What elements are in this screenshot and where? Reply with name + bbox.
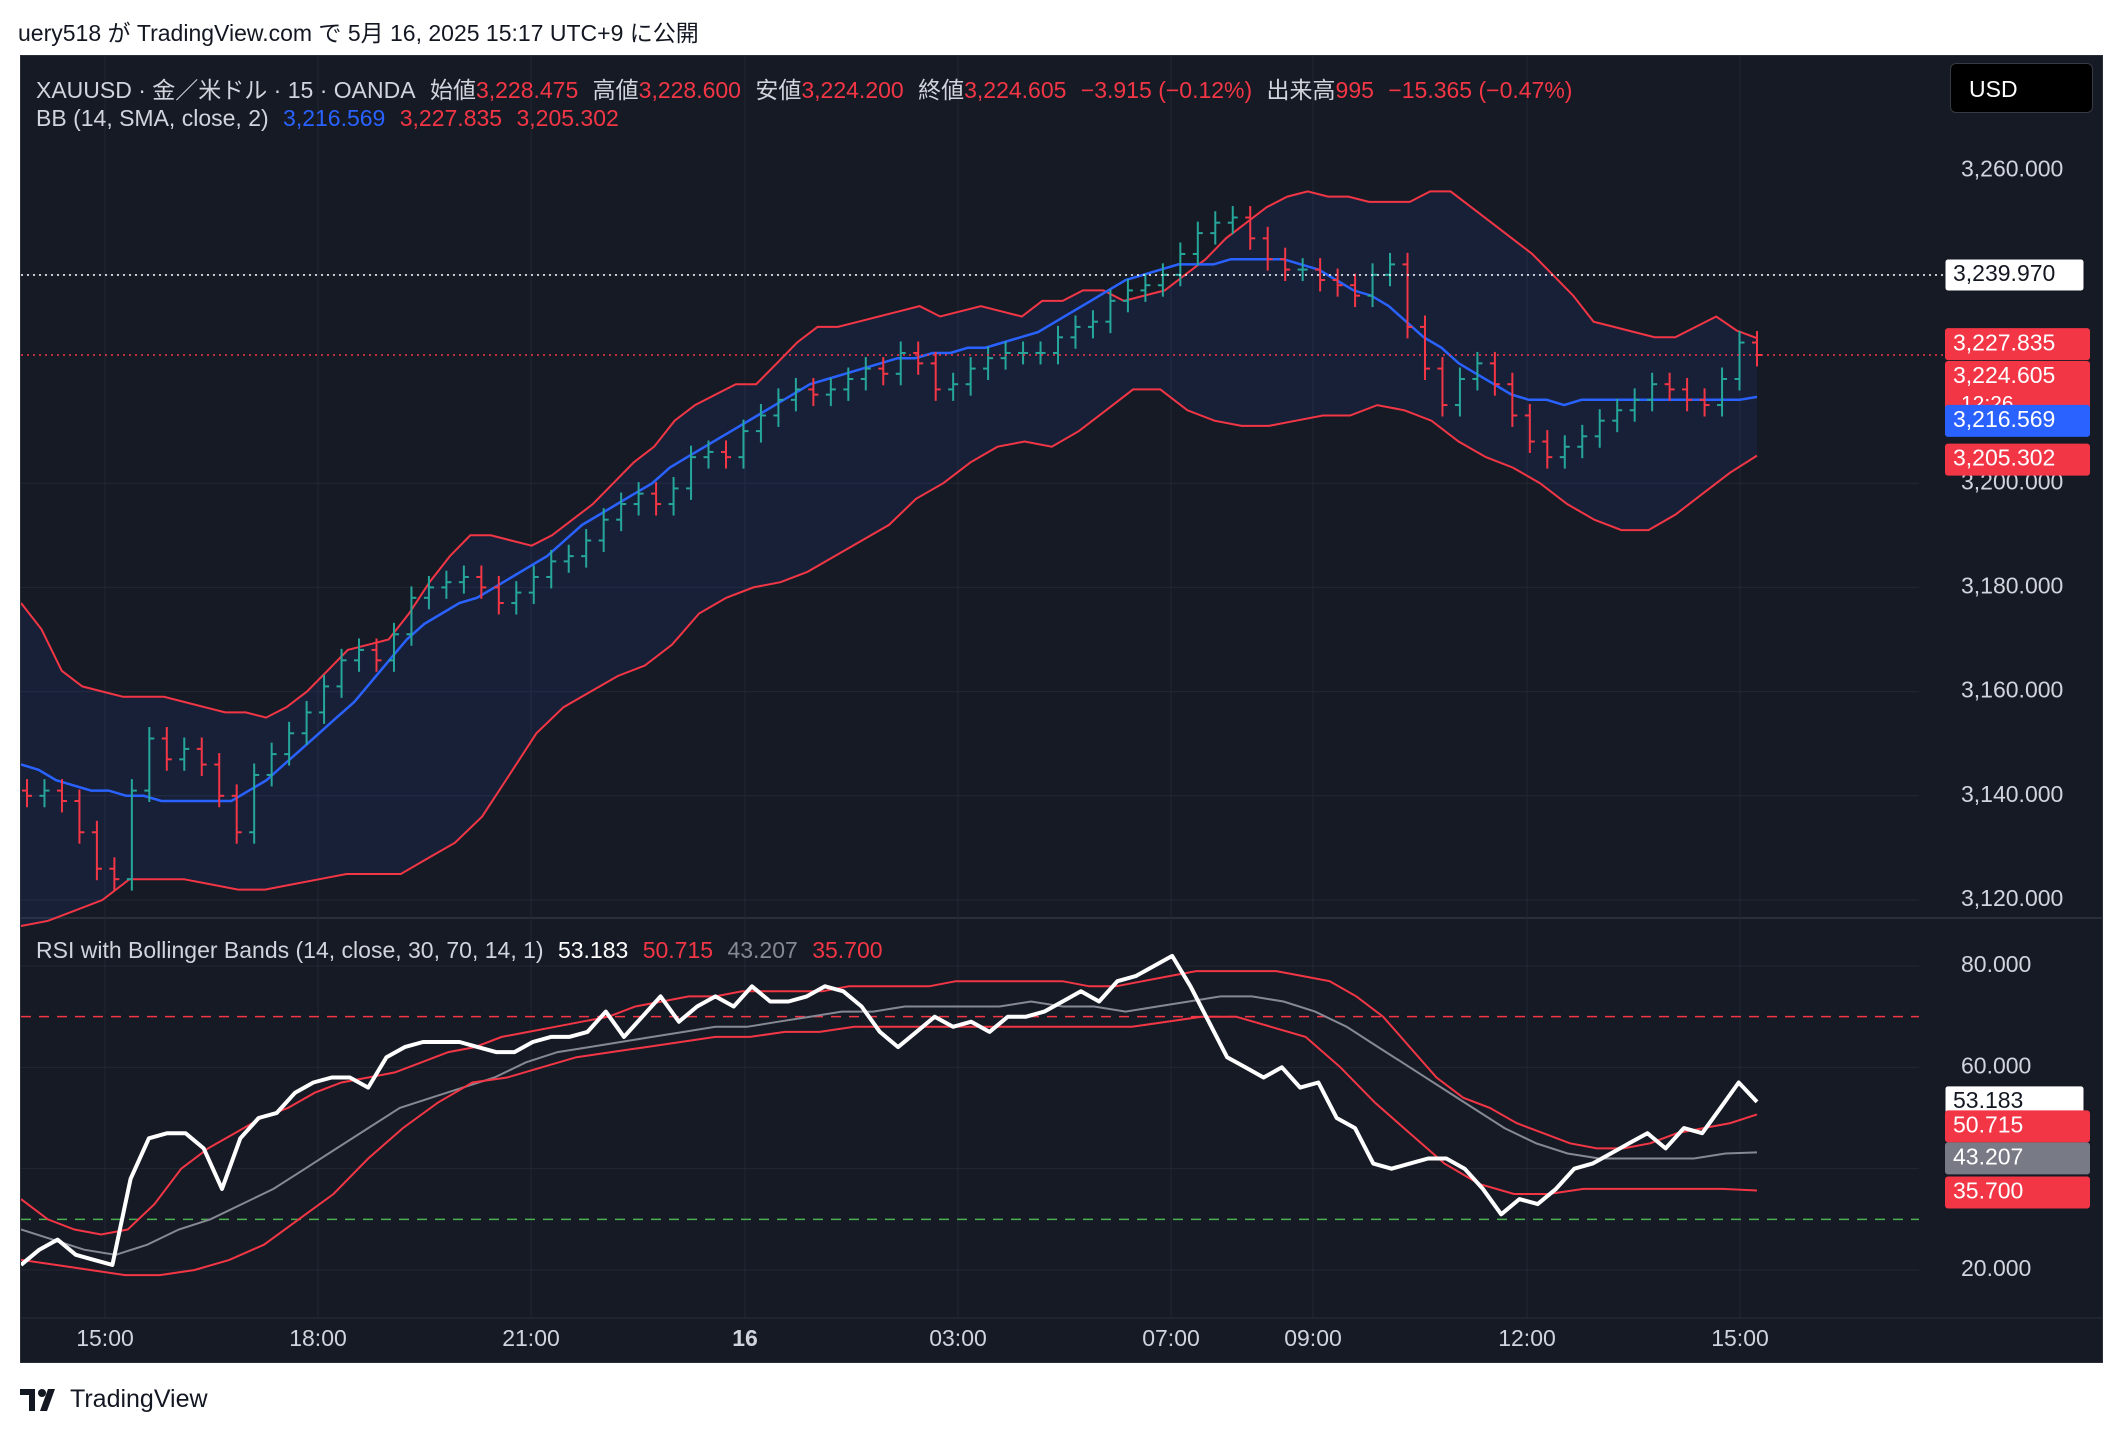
y-tick-label: 3,160.000 — [1961, 677, 2063, 703]
price-label-bb-lower-bg — [1945, 443, 2090, 476]
price-label-bb-basis-bg — [1945, 404, 2090, 437]
bb-basis-line — [21, 257, 1758, 803]
low-label: 安値 — [755, 77, 802, 103]
rsi-bb-upper-line — [21, 970, 1758, 1236]
rsi-y-tick-label: 60.000 — [1961, 1052, 2031, 1078]
close-value: 3,224.605 — [964, 77, 1067, 103]
rsi-label-basis-bg — [1945, 1142, 2090, 1175]
bb-basis-value: 3,216.569 — [283, 105, 386, 131]
high-label: 高値 — [592, 77, 639, 103]
bb-lower-line — [21, 388, 1758, 927]
volume-label: 出来高 — [1266, 77, 1336, 103]
price-label-last: 3,224.605 — [1953, 362, 2055, 388]
bb-upper-value: 3,227.835 — [399, 105, 503, 131]
bb-name[interactable]: BB (14, SMA, close, 2) — [36, 105, 269, 131]
tradingview-logo-icon[interactable] — [20, 1388, 62, 1411]
publish-header: uery518 が TradingView.com で 5月 16, 2025 … — [18, 20, 699, 46]
y-tick-label-partial: 3,260.000 — [1961, 156, 2063, 182]
rsi-bb-basis-line — [21, 995, 1758, 1256]
bb-lower-value: 3,205.302 — [516, 105, 619, 131]
x-tick-label: 07:00 — [1142, 1325, 1200, 1351]
rsi-value: 53.183 — [557, 937, 629, 963]
x-tick-label: 18:00 — [289, 1325, 347, 1351]
price-label-bb-basis: 3,216.569 — [1953, 406, 2055, 432]
rsi-label-upper-bg — [1945, 1110, 2090, 1143]
currency-button[interactable]: USD — [1950, 63, 2093, 113]
rsi-y-tick-label: 80.000 — [1961, 951, 2031, 977]
price-label-bb-upper: 3,227.835 — [1953, 329, 2055, 355]
main-legend: XAUUSD · 金／米ドル · 15 · OANDA 始値3,228.475 … — [36, 71, 1580, 105]
rsi-line — [21, 953, 1759, 1267]
chart-frame[interactable]: 3,200.000 3,180.000 3,160.000 3,140.000 3,12… — [20, 55, 2103, 1363]
x-tick-label: 16 — [732, 1325, 758, 1351]
price-label-high: 3,239.970 — [1953, 260, 2055, 286]
rsi-name[interactable]: RSI with Bollinger Bands (14, close, 30,… — [36, 937, 544, 963]
x-tick-label: 09:00 — [1284, 1325, 1342, 1351]
low-value: 3,224.200 — [801, 77, 904, 103]
price-label-high-bg — [1944, 258, 2085, 292]
change-value: −3.915 (−0.12%) — [1080, 77, 1253, 103]
x-tick-label: 15:00 — [76, 1325, 134, 1351]
y-tick-label: 3,140.000 — [1961, 781, 2063, 807]
rsi-upper-value: 50.715 — [642, 937, 714, 963]
high-value: 3,228.600 — [638, 77, 741, 103]
chart-canvas[interactable]: 3,200.0003,180.0003,160.0003,140.0003,12… — [21, 56, 2102, 1362]
open-value: 3,228.475 — [475, 77, 579, 103]
x-tick-label: 15:00 — [1711, 1325, 1769, 1351]
rsi-y-tick-label: 20.000 — [1961, 1255, 2031, 1281]
footer: TradingView — [20, 1385, 208, 1414]
close-label: 終値 — [918, 77, 965, 103]
volume-change-value: −15.365 (−0.47%) — [1388, 77, 1573, 103]
x-tick-label: 21:00 — [502, 1325, 560, 1351]
rsi-legend: RSI with Bollinger Bands (14, close, 30,… — [36, 937, 891, 964]
y-tick-label: 3,180.000 — [1961, 572, 2063, 598]
bb-fill — [21, 191, 1757, 926]
rsi-label-lower: 35.700 — [1953, 1178, 2023, 1204]
x-tick-label: 12:00 — [1498, 1325, 1556, 1351]
tradingview-logo-text[interactable]: TradingView — [70, 1385, 208, 1413]
price-label-bb-lower: 3,205.302 — [1953, 445, 2055, 471]
rsi-lower-value: 35.700 — [812, 937, 883, 963]
rsi-label-upper: 50.715 — [1953, 1111, 2023, 1137]
x-tick-label: 03:00 — [929, 1325, 987, 1351]
rsi-label-lower-bg — [1945, 1176, 2090, 1209]
rsi-label-basis: 43.207 — [1953, 1143, 2023, 1169]
bb-legend: BB (14, SMA, close, 2) 3,216.569 3,227.8… — [36, 105, 627, 132]
rsi-label-value: 53.183 — [1953, 1087, 2023, 1113]
symbol-name[interactable]: XAUUSD · 金／米ドル · 15 · OANDA — [36, 77, 416, 103]
rsi-bb-lower-line — [21, 1015, 1758, 1277]
y-tick-label: 3,120.000 — [1961, 885, 2063, 911]
rsi-basis-value: 43.207 — [727, 937, 798, 963]
volume-value: 995 — [1335, 77, 1374, 103]
price-label-bb-upper-bg — [1945, 328, 2090, 361]
open-label: 始値 — [429, 77, 476, 103]
bb-upper-line — [21, 190, 1758, 719]
